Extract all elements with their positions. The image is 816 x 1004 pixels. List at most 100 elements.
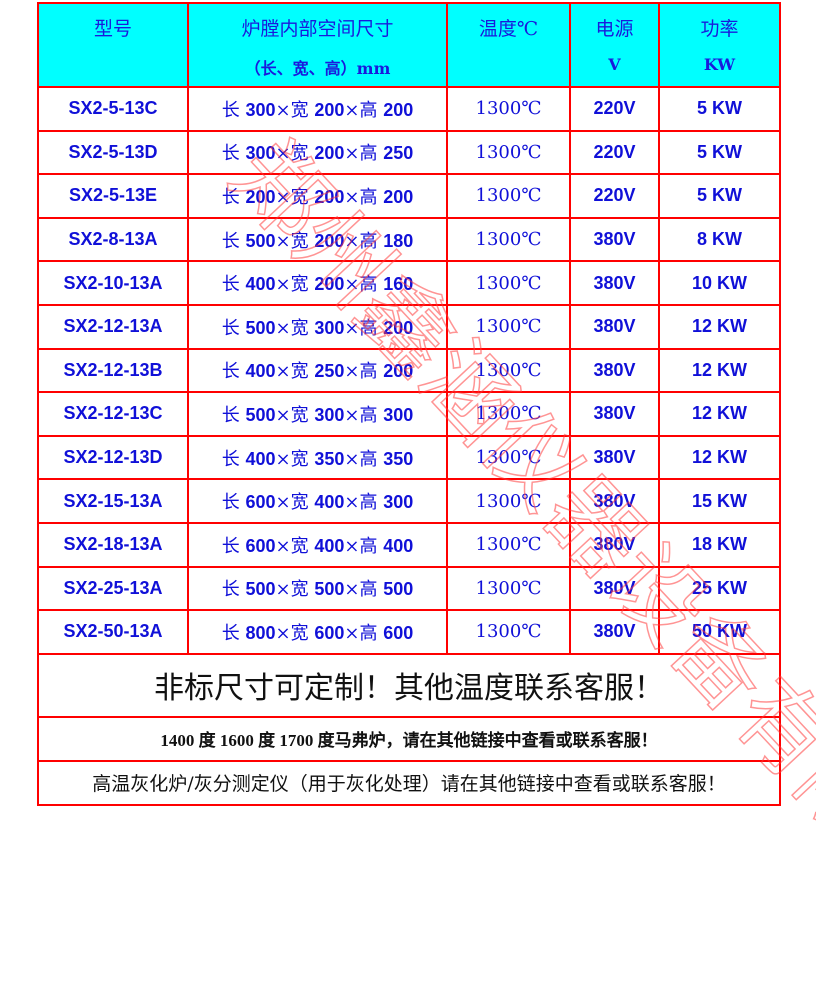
length-label: 长 (221, 230, 246, 252)
height-value: 600 (383, 622, 414, 643)
size-cell: 长 600×宽 400×高 400 (187, 521, 448, 568)
temp-cell: 1300℃ (446, 216, 571, 263)
table-row: SX2-8-13A 长 500×宽 200×高 180 1300℃ 380V 8 KW (37, 216, 781, 263)
voltage-cell: 380V (569, 565, 660, 612)
height-value: 200 (383, 99, 414, 120)
width-value: 300 (314, 317, 345, 338)
height-value: 300 (383, 404, 414, 425)
model-cell: SX2-5-13E (37, 173, 189, 219)
temp-cell: 1300℃ (446, 303, 571, 350)
voltage-cell: 380V (569, 260, 660, 306)
length-value: 600 (245, 535, 276, 556)
width-value: 400 (314, 492, 345, 513)
height-label: ×高 (344, 361, 384, 383)
size-cell: 长 600×宽 400×高 300 (187, 478, 448, 524)
width-value: 200 (314, 186, 345, 207)
size-cell: 长 500×宽 300×高 200 (187, 303, 448, 350)
length-value: 300 (245, 99, 276, 120)
table-row: SX2-5-13E 长 200×宽 200×高 200 1300℃ 220V 5 KW (37, 173, 781, 219)
width-label: ×宽 (275, 535, 315, 557)
header-voltage: 电源 V (569, 2, 660, 88)
width-value: 200 (314, 274, 345, 295)
other-temps-note: 1400 度 1600 度 1700 度马弗炉，请在其他链接中查看或联系客服！ (37, 715, 781, 762)
voltage-cell: 380V (569, 434, 660, 481)
length-label: 长 (221, 143, 246, 165)
length-label: 长 (221, 317, 246, 339)
model-cell: SX2-18-13A (37, 521, 189, 568)
power-cell: 10 KW (658, 260, 781, 306)
length-label: 长 (221, 622, 246, 644)
width-value: 500 (314, 579, 345, 600)
height-value: 160 (383, 274, 414, 295)
length-value: 500 (245, 579, 276, 600)
temp-cell: 1300℃ (446, 260, 571, 306)
model-cell: SX2-5-13C (37, 86, 189, 132)
spec-table: 型号 炉膛内部空间尺寸 （长、宽、高）mm 温度℃ 电源 V 功率 KW SX2-5-… (37, 2, 781, 806)
length-value: 800 (245, 622, 276, 643)
height-label: ×高 (344, 492, 384, 514)
table-row: SX2-12-13B 长 400×宽 250×高 200 1300℃ 380V 12 K… (37, 347, 781, 394)
voltage-cell: 380V (569, 521, 660, 568)
height-label: ×高 (344, 274, 384, 296)
custom-note: 非标尺寸可定制！其他温度联系客服！ (37, 652, 781, 718)
temp-cell: 1300℃ (446, 173, 571, 219)
width-label: ×宽 (275, 186, 315, 208)
power-cell: 5 KW (658, 129, 781, 176)
table-row: SX2-12-13C 长 500×宽 300×高 300 1300℃ 380V 12 K… (37, 391, 781, 437)
length-value: 500 (245, 404, 276, 425)
height-value: 350 (383, 448, 414, 469)
temp-cell: 1300℃ (446, 478, 571, 524)
voltage-cell: 220V (569, 129, 660, 176)
size-cell: 长 400×宽 200×高 160 (187, 260, 448, 306)
voltage-cell: 380V (569, 391, 660, 437)
length-value: 500 (245, 317, 276, 338)
temp-cell: 1300℃ (446, 347, 571, 394)
height-value: 180 (383, 230, 414, 251)
power-cell: 8 KW (658, 216, 781, 263)
height-label: ×高 (344, 622, 384, 644)
power-cell: 12 KW (658, 434, 781, 481)
table-row: SX2-10-13A 长 400×宽 200×高 160 1300℃ 380V 10 K… (37, 260, 781, 306)
height-label: ×高 (344, 99, 384, 121)
power-cell: 12 KW (658, 391, 781, 437)
table-row: SX2-15-13A 长 600×宽 400×高 300 1300℃ 380V 15 K… (37, 478, 781, 524)
height-value: 400 (383, 535, 414, 556)
model-cell: SX2-50-13A (37, 609, 189, 655)
width-label: ×宽 (275, 317, 315, 339)
size-cell: 长 800×宽 600×高 600 (187, 609, 448, 655)
power-cell: 25 KW (658, 565, 781, 612)
size-cell: 长 200×宽 200×高 200 (187, 173, 448, 219)
width-label: ×宽 (275, 448, 315, 470)
model-cell: SX2-12-13B (37, 347, 189, 394)
temp-cell: 1300℃ (446, 86, 571, 132)
header-model: 型号 (37, 2, 189, 88)
height-label: ×高 (344, 535, 384, 557)
model-cell: SX2-8-13A (37, 216, 189, 263)
model-cell: SX2-10-13A (37, 260, 189, 306)
width-value: 400 (314, 535, 345, 556)
length-label: 长 (221, 535, 246, 557)
height-value: 200 (383, 361, 414, 382)
height-value: 500 (383, 579, 414, 600)
power-cell: 5 KW (658, 173, 781, 219)
width-value: 600 (314, 622, 345, 643)
power-cell: 5 KW (658, 86, 781, 132)
size-cell: 长 400×宽 250×高 200 (187, 347, 448, 394)
model-cell: SX2-5-13D (37, 129, 189, 176)
length-label: 长 (221, 361, 246, 383)
model-cell: SX2-12-13C (37, 391, 189, 437)
temp-cell: 1300℃ (446, 391, 571, 437)
length-value: 400 (245, 361, 276, 382)
length-value: 400 (245, 274, 276, 295)
width-label: ×宽 (275, 622, 315, 644)
ashing-note: 高温灰化炉/灰分测定仪（用于灰化处理）请在其他链接中查看或联系客服！ (37, 759, 781, 806)
length-label: 长 (221, 404, 246, 426)
table-row: SX2-12-13A 长 500×宽 300×高 200 1300℃ 380V 12 K… (37, 303, 781, 350)
width-label: ×宽 (275, 579, 315, 601)
width-value: 300 (314, 404, 345, 425)
header-power: 功率 KW (658, 2, 781, 88)
voltage-cell: 380V (569, 303, 660, 350)
size-cell: 长 500×宽 500×高 500 (187, 565, 448, 612)
length-value: 400 (245, 448, 276, 469)
height-label: ×高 (344, 317, 384, 339)
